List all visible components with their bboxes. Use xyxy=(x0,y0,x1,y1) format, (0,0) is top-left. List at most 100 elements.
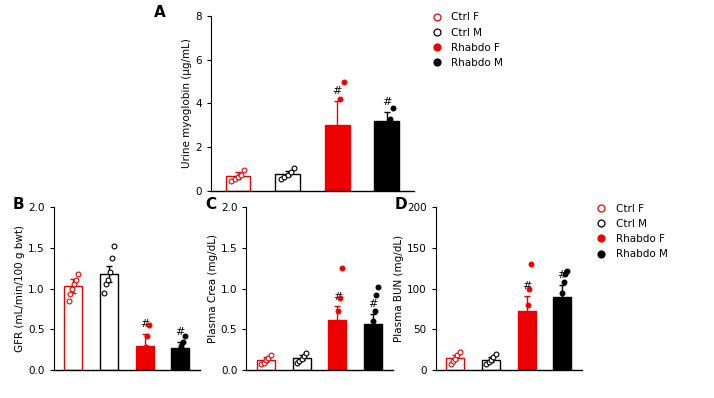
Bar xyxy=(482,359,500,370)
Point xyxy=(384,115,396,122)
Point xyxy=(522,302,533,308)
Point xyxy=(325,148,336,155)
Bar xyxy=(226,176,251,191)
Point xyxy=(176,342,187,349)
Point xyxy=(69,281,80,288)
Point xyxy=(557,289,568,296)
Point xyxy=(63,298,74,304)
Point xyxy=(555,298,566,304)
Point xyxy=(229,176,241,182)
Text: #: # xyxy=(140,319,149,330)
Point xyxy=(558,279,570,285)
Point xyxy=(375,140,386,146)
Legend: Ctrl F, Ctrl M, Rhabdo F, Rhabdo M: Ctrl F, Ctrl M, Rhabdo F, Rhabdo M xyxy=(426,12,503,68)
Point xyxy=(282,172,293,178)
Y-axis label: Urine myoglobin (μg/mL): Urine myoglobin (μg/mL) xyxy=(182,39,192,168)
Point xyxy=(134,364,146,370)
Point xyxy=(301,350,312,356)
Point xyxy=(331,322,342,328)
Bar xyxy=(293,358,311,370)
Point xyxy=(452,352,463,359)
Bar xyxy=(553,297,571,370)
Point xyxy=(138,352,149,359)
Point xyxy=(179,333,191,339)
Point xyxy=(488,354,499,360)
Text: B: B xyxy=(13,197,24,212)
Point xyxy=(232,174,243,180)
Bar xyxy=(364,324,382,370)
Point xyxy=(141,333,153,339)
Point xyxy=(372,284,383,290)
Legend: Ctrl F, Ctrl M, Rhabdo F, Rhabdo M: Ctrl F, Ctrl M, Rhabdo F, Rhabdo M xyxy=(590,204,668,259)
Bar xyxy=(518,310,536,370)
Point xyxy=(560,271,571,277)
Point xyxy=(72,271,84,277)
Point xyxy=(70,277,81,283)
Point xyxy=(334,295,346,302)
Point xyxy=(363,341,374,347)
Text: #: # xyxy=(522,281,531,291)
Point xyxy=(481,361,492,368)
Point xyxy=(483,359,494,365)
Point xyxy=(256,361,267,368)
Point xyxy=(177,338,188,345)
Point xyxy=(291,360,303,366)
Point xyxy=(553,306,565,312)
Point xyxy=(329,333,341,339)
Point xyxy=(371,292,382,298)
Point xyxy=(561,267,573,274)
Bar xyxy=(64,286,82,370)
Point xyxy=(106,254,117,261)
Point xyxy=(447,358,458,364)
Point xyxy=(331,127,343,133)
Bar xyxy=(100,274,118,370)
Bar xyxy=(136,345,154,370)
Bar xyxy=(325,125,350,191)
Point xyxy=(265,352,276,359)
Bar xyxy=(374,121,399,191)
Point xyxy=(366,324,377,330)
Point xyxy=(485,357,496,363)
Point xyxy=(278,174,290,180)
Point xyxy=(381,122,393,129)
Point xyxy=(388,105,399,111)
Text: #: # xyxy=(333,292,342,302)
Point xyxy=(99,289,110,296)
Point xyxy=(104,269,116,275)
Point xyxy=(263,355,274,361)
Bar xyxy=(275,174,300,191)
Text: C: C xyxy=(206,197,216,212)
Text: #: # xyxy=(558,270,567,280)
Point xyxy=(136,359,148,365)
Point xyxy=(172,352,183,359)
Point xyxy=(328,140,340,146)
Point xyxy=(285,169,296,176)
Point xyxy=(367,318,378,324)
Text: #: # xyxy=(333,86,342,96)
Point xyxy=(170,359,181,365)
Bar xyxy=(328,320,346,370)
Point xyxy=(258,360,269,366)
Point xyxy=(523,285,535,292)
Bar xyxy=(257,359,275,370)
Text: D: D xyxy=(395,197,407,212)
Bar xyxy=(171,348,189,370)
Point xyxy=(338,78,349,85)
Point xyxy=(518,328,530,334)
Y-axis label: Plasma Crea (mg/dL): Plasma Crea (mg/dL) xyxy=(208,234,218,343)
Point xyxy=(288,165,300,171)
Point xyxy=(450,355,461,362)
Point xyxy=(276,176,287,182)
Point xyxy=(102,277,114,283)
Point xyxy=(526,261,537,267)
Point xyxy=(226,178,237,184)
Point xyxy=(108,243,119,249)
Point xyxy=(336,265,348,271)
Point xyxy=(293,358,305,364)
Point xyxy=(378,127,389,133)
Y-axis label: Plasma BUN (mg/dL): Plasma BUN (mg/dL) xyxy=(394,235,404,342)
Point xyxy=(298,353,310,359)
Text: #: # xyxy=(368,299,378,309)
Point xyxy=(101,281,112,288)
Point xyxy=(516,344,528,351)
